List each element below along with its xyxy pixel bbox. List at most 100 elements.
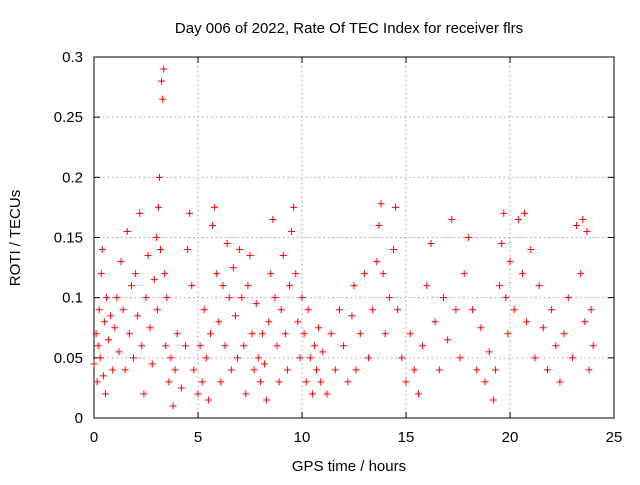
data-point [377, 200, 385, 208]
data-point [317, 378, 325, 386]
data-point [261, 360, 269, 368]
data-point [290, 203, 298, 211]
data-point [581, 318, 589, 326]
data-point [236, 246, 244, 254]
data-point [527, 246, 535, 254]
data-point [460, 270, 468, 278]
data-point [250, 366, 258, 374]
data-point [202, 354, 210, 362]
x-tick-label: 10 [294, 429, 311, 446]
data-point [531, 354, 539, 362]
data-point [105, 336, 113, 344]
y-tick-label: 0 [75, 410, 83, 427]
data-point [244, 282, 252, 290]
data-point [323, 390, 331, 398]
data-point [375, 221, 383, 229]
data-point [252, 300, 260, 308]
data-point [552, 342, 560, 350]
data-point [439, 294, 447, 302]
data-point [152, 234, 160, 241]
data-point [308, 390, 316, 398]
data-point [211, 203, 219, 211]
data-point [256, 378, 264, 386]
data-point [194, 390, 202, 398]
data-point [188, 282, 196, 290]
data-point [286, 282, 294, 290]
data-points [90, 65, 597, 410]
data-point [101, 390, 109, 398]
data-point [292, 270, 300, 278]
data-point [489, 396, 497, 404]
chart-title: Day 006 of 2022, Rate Of TEC Index for r… [175, 20, 523, 37]
data-point [157, 246, 165, 254]
data-point [500, 209, 508, 217]
data-point [548, 306, 556, 314]
data-point [142, 294, 150, 302]
data-point [121, 366, 129, 374]
data-point [100, 318, 108, 326]
data-point [402, 378, 410, 386]
data-point [448, 215, 456, 223]
data-point [294, 318, 302, 326]
data-point [277, 306, 285, 314]
y-axis-label: ROTI / TECUs [7, 190, 24, 286]
data-point [506, 258, 514, 266]
data-point [573, 221, 581, 229]
data-point [344, 378, 352, 386]
data-point [98, 246, 106, 254]
data-point [219, 282, 227, 290]
data-point [514, 215, 522, 223]
data-point [427, 240, 435, 248]
x-tick-label: 5 [194, 429, 202, 446]
data-point [288, 227, 296, 235]
data-point [365, 354, 373, 362]
data-point [300, 330, 308, 338]
data-point [481, 378, 489, 386]
data-point [410, 366, 418, 374]
data-point [99, 372, 107, 380]
data-point [134, 312, 142, 320]
x-tick-label: 20 [502, 429, 519, 446]
data-point [234, 354, 242, 362]
data-point [127, 282, 135, 290]
data-point [394, 306, 402, 314]
data-point [331, 366, 339, 374]
data-point [390, 246, 398, 254]
data-point [225, 294, 233, 302]
data-point [93, 378, 101, 386]
data-point [452, 306, 460, 314]
data-point [496, 282, 504, 290]
data-point [435, 366, 443, 374]
data-point [159, 95, 167, 103]
data-point [498, 240, 506, 248]
data-point [523, 318, 531, 326]
data-point [113, 294, 121, 302]
data-point [381, 330, 389, 338]
data-point [379, 270, 387, 278]
data-point [190, 366, 198, 374]
data-point [154, 203, 162, 211]
data-point [102, 294, 110, 302]
data-point [162, 342, 170, 350]
data-point [184, 246, 192, 254]
data-point [150, 276, 158, 284]
data-point [535, 282, 543, 290]
data-point [123, 227, 131, 235]
data-point [583, 227, 591, 235]
data-point [302, 378, 310, 386]
data-point [373, 258, 381, 266]
data-point [163, 294, 171, 302]
data-point [556, 378, 564, 386]
data-point [360, 270, 368, 278]
data-point [136, 209, 144, 217]
data-point [315, 324, 323, 332]
data-point [146, 324, 154, 332]
x-axis-label: GPS time / hours [292, 458, 406, 475]
data-point [215, 318, 223, 326]
data-point [130, 354, 138, 362]
data-point [229, 264, 237, 272]
data-point [327, 330, 335, 338]
axes: 0 5 10 15 20 25 0 0.05 0.1 0.15 0.2 0.25 0.3 [54, 49, 623, 446]
data-point [96, 354, 104, 362]
